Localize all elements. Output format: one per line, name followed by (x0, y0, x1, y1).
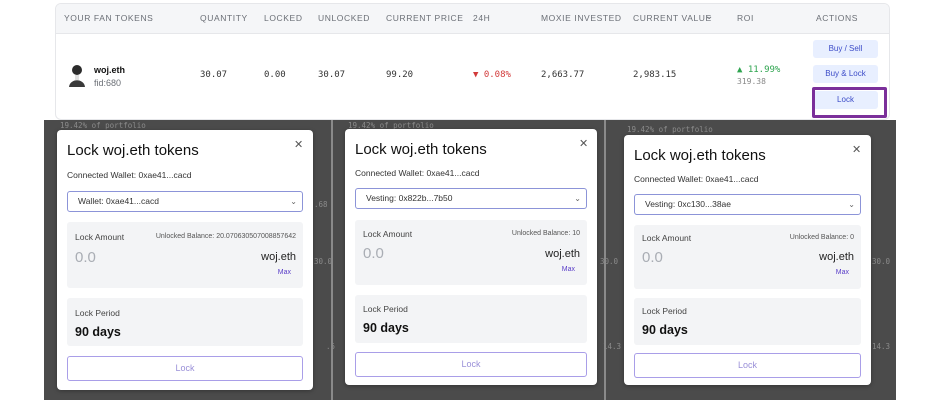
wallet-select[interactable]: Wallet: 0xae41...cacd ⌄ (67, 191, 303, 212)
wallet-select[interactable]: Vesting: 0x822b...7b50 ⌄ (355, 188, 587, 209)
header-24h: 24H (473, 13, 491, 23)
wallet-select-value: Vesting: 0x822b...7b50 (366, 193, 453, 203)
cell-locked: 0.00 (264, 70, 286, 80)
modal-title: Lock woj.eth tokens (67, 142, 199, 159)
close-icon[interactable]: ✕ (294, 139, 304, 151)
connected-wallet: Connected Wallet: 0xae41...cacd (67, 170, 192, 180)
lock-modal: Lock woj.eth tokens ✕ Connected Wallet: … (624, 135, 871, 385)
cell-24h-change: ▼ 0.08% (473, 70, 511, 80)
buy-lock-button[interactable]: Buy & Lock (813, 65, 878, 83)
header-quantity: QUANTITY (200, 13, 248, 23)
unlocked-balance: Unlocked Balance: 10 (511, 230, 580, 237)
modal-title: Lock woj.eth tokens (355, 141, 487, 158)
header-roi: ROI (737, 13, 754, 23)
max-button[interactable]: Max (277, 269, 291, 276)
connected-wallet: Connected Wallet: 0xae41...cacd (634, 174, 759, 184)
lock-period-value[interactable]: 90 days (363, 321, 409, 335)
unlocked-balance: Unlocked Balance: 0 (789, 234, 854, 241)
lock-amount-card: Lock Amount Unlocked Balance: 10 0.0 woj… (355, 220, 587, 285)
header-unlocked: UNLOCKED (318, 13, 371, 23)
token-symbol: woj.eth (819, 251, 854, 263)
header-current-price: CURRENT PRICE (386, 13, 464, 23)
cell-roi-percent: ▲ 11.99% (737, 65, 781, 75)
cell-unlocked: 30.07 (318, 70, 346, 80)
chevron-down-icon: ⌄ (574, 194, 581, 203)
lock-period-label: Lock Period (363, 304, 408, 314)
wallet-select[interactable]: Vesting: 0xc130...38ae ⌄ (634, 194, 861, 215)
lock-amount-label: Lock Amount (642, 233, 692, 243)
table-header: YOUR FAN TOKENS QUANTITY LOCKED UNLOCKED… (56, 4, 889, 34)
chevron-down-icon: ⌄ (848, 200, 855, 209)
cell-current-value: 2,983.15 (633, 70, 677, 80)
max-button[interactable]: Max (561, 266, 575, 273)
lock-submit-button[interactable]: Lock (67, 356, 303, 381)
panel-divider (604, 120, 606, 400)
lock-amount-label: Lock Amount (75, 232, 125, 242)
cell-moxie-invested: 2,663.77 (541, 70, 585, 80)
unlocked-balance: Unlocked Balance: 20.070630507008857642 (155, 233, 296, 240)
cell-quantity: 30.07 (200, 70, 228, 80)
header-actions: ACTIONS (816, 13, 858, 23)
bg-fragment: 14.3 (872, 342, 891, 351)
bg-portfolio-text: 19.42% of portfolio (627, 125, 713, 134)
chevron-down-icon: ⌄ (290, 197, 297, 206)
header-locked: LOCKED (264, 13, 303, 23)
token-name[interactable]: woj.eth (94, 65, 125, 75)
lock-period-card: Lock Period 90 days (634, 298, 861, 345)
lock-amount-input[interactable]: 0.0 (642, 249, 663, 266)
token-symbol: woj.eth (545, 248, 580, 260)
lock-amount-input[interactable]: 0.0 (363, 245, 384, 262)
lock-submit-button[interactable]: Lock (634, 353, 861, 378)
token-fid: fid:680 (94, 78, 122, 88)
header-moxie-invested: MOXIE INVESTED (541, 13, 622, 23)
cell-current-price: 99.20 (386, 70, 414, 80)
lock-submit-button[interactable]: Lock (355, 352, 587, 377)
fan-tokens-table: YOUR FAN TOKENS QUANTITY LOCKED UNLOCKED… (55, 3, 890, 120)
lock-period-label: Lock Period (75, 308, 120, 318)
lock-period-value[interactable]: 90 days (642, 323, 688, 337)
wallet-select-value: Wallet: 0xae41...cacd (78, 196, 159, 206)
header-your-fan-tokens: YOUR FAN TOKENS (64, 13, 154, 23)
lock-period-label: Lock Period (642, 306, 687, 316)
lock-period-card: Lock Period 90 days (67, 298, 303, 346)
bg-fragment: .5 (326, 342, 336, 351)
modal-title: Lock woj.eth tokens (634, 147, 766, 164)
bg-fragment: .68 (314, 200, 328, 209)
lock-modal: Lock woj.eth tokens ✕ Connected Wallet: … (57, 130, 313, 390)
wallet-select-value: Vesting: 0xc130...38ae (645, 199, 732, 209)
connected-wallet: Connected Wallet: 0xae41...cacd (355, 168, 480, 178)
lock-amount-card: Lock Amount Unlocked Balance: 20.0706305… (67, 222, 303, 288)
chevron-down-icon[interactable]: ⌄ (705, 11, 714, 22)
lock-modal: Lock woj.eth tokens ✕ Connected Wallet: … (345, 129, 597, 385)
lock-button[interactable]: Lock (813, 91, 878, 109)
lock-amount-label: Lock Amount (363, 229, 413, 239)
cell-roi-value: 319.38 (737, 77, 766, 86)
max-button[interactable]: Max (835, 269, 849, 276)
bg-portfolio-text: 19.42% of portfolio (348, 121, 434, 130)
token-symbol: woj.eth (261, 251, 296, 263)
bg-fragment: 30.0 (872, 257, 891, 266)
close-icon[interactable]: ✕ (579, 138, 589, 150)
bg-fragment: 30.0 (314, 257, 333, 266)
bg-fragment: 30.0 (600, 257, 619, 266)
lock-amount-card: Lock Amount Unlocked Balance: 0 0.0 woj.… (634, 225, 861, 289)
bg-portfolio-text: 19.42% of portfolio (60, 121, 146, 130)
lock-period-value[interactable]: 90 days (75, 325, 121, 339)
close-icon[interactable]: ✕ (852, 144, 862, 156)
lock-button-highlight (812, 87, 887, 118)
buy-sell-button[interactable]: Buy / Sell (813, 40, 878, 58)
bg-fragment: 14.3 (603, 342, 622, 351)
avatar (66, 64, 88, 88)
header-current-value[interactable]: CURRENT VALUE (633, 13, 712, 23)
lock-period-card: Lock Period 90 days (355, 295, 587, 343)
panel-divider (331, 120, 333, 400)
lock-amount-input[interactable]: 0.0 (75, 249, 96, 266)
